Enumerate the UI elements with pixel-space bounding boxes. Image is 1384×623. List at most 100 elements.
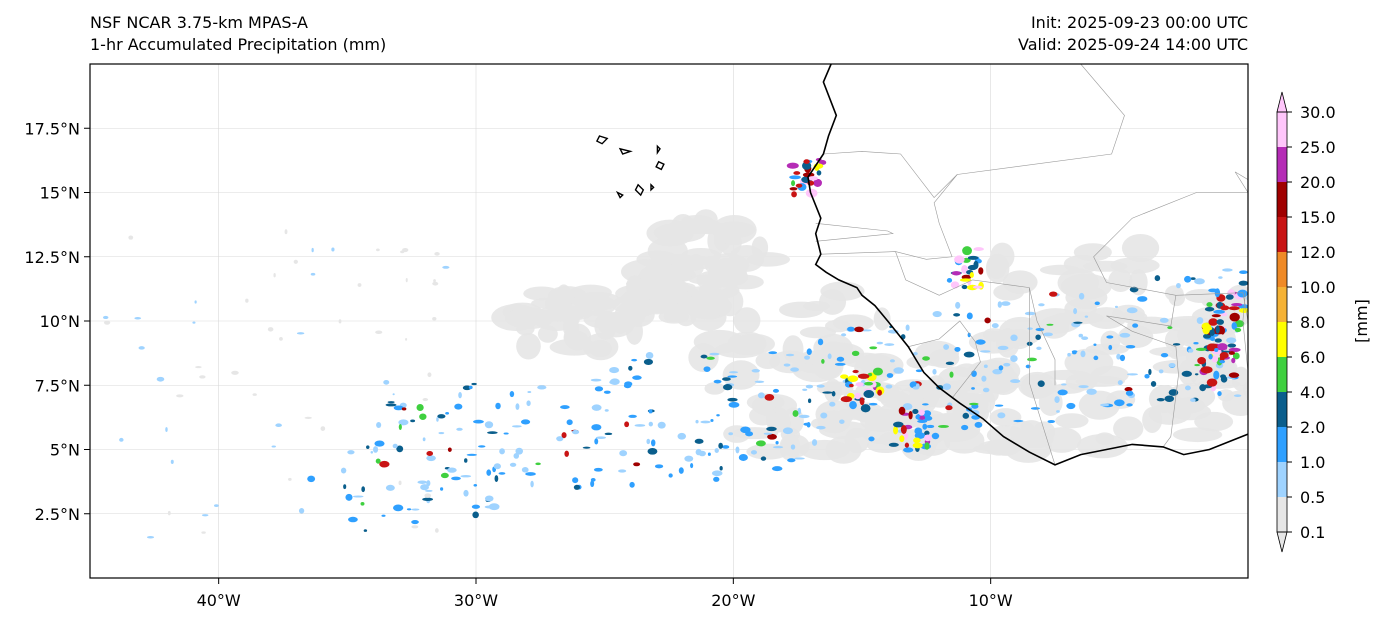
precip-light-cell: [1100, 330, 1121, 352]
colorbar-tick-label: 12.0: [1300, 243, 1336, 262]
precip-core: [924, 442, 930, 450]
precip-core: [1220, 375, 1228, 383]
precip-cell: [868, 436, 875, 442]
precip-drizzle: [201, 514, 209, 517]
precip-cell: [1084, 315, 1089, 318]
precip-light-cell: [662, 273, 682, 302]
precip-drizzle: [411, 525, 419, 529]
precip-cell: [498, 472, 506, 475]
precip-cell: [1190, 398, 1196, 402]
precip-core: [924, 430, 930, 436]
tick-label-lat: 15°N: [40, 184, 80, 203]
precip-drizzle: [293, 259, 298, 264]
init-time: Init: 2025-09-23 00:00 UTC: [1030, 13, 1248, 32]
precip-core: [973, 260, 979, 270]
precip-cell: [1125, 390, 1134, 396]
precip-core: [1234, 320, 1245, 328]
island-cape-verde-sal: [656, 144, 661, 156]
precip-light-cell: [751, 236, 769, 260]
precip-drizzle: [284, 229, 288, 235]
precip-cell: [755, 440, 766, 447]
precip-cell: [603, 390, 611, 394]
precip-cell: [738, 453, 748, 461]
country-border: [820, 64, 1125, 260]
precip-cell: [690, 463, 694, 469]
precip-cell: [618, 469, 627, 473]
precip-cell: [609, 366, 620, 374]
precip-cell: [623, 383, 632, 389]
precip-cell: [884, 343, 895, 346]
precip-cell: [1117, 380, 1123, 386]
precip-core: [950, 281, 960, 289]
precip-cell: [1250, 389, 1260, 393]
precip-cell: [495, 402, 501, 410]
precip-core: [1231, 357, 1236, 364]
precip-cell: [1013, 419, 1024, 423]
colorbar-bin: [1277, 462, 1287, 497]
title-left: NSF NCAR 3.75-km MPAS-A 1-hr Accumulated…: [90, 12, 386, 56]
precip-cell: [426, 455, 436, 462]
precip-core: [1228, 306, 1240, 311]
precip-light-cell: [1041, 427, 1082, 453]
tick-label-lat: 7.5°N: [35, 376, 80, 395]
precip-cell: [464, 458, 468, 463]
precip-core: [1216, 319, 1225, 325]
precip-drizzle: [199, 375, 206, 379]
precip-cell: [775, 441, 779, 445]
precip-cell: [1078, 333, 1084, 338]
precip-core: [786, 162, 799, 169]
precip-cell: [604, 432, 613, 436]
precip-cell: [816, 384, 825, 388]
colorbar-tick-label: 0.5: [1300, 488, 1325, 507]
precip-cell: [932, 310, 942, 318]
precip-cell: [1132, 323, 1139, 328]
precip-cell: [515, 447, 524, 455]
precip-cell: [440, 472, 449, 479]
precip-cell: [954, 346, 961, 352]
precip-light-cell: [1169, 349, 1203, 361]
precip-cell: [466, 453, 478, 456]
precip-drizzle: [422, 398, 429, 402]
precip-cell: [971, 387, 975, 390]
precip-light-cell: [1194, 411, 1234, 432]
island-cape-verde-santo-antao: [595, 135, 609, 145]
precip-drizzle: [320, 426, 326, 431]
precip-cell: [632, 375, 642, 380]
precip-cell: [424, 489, 433, 492]
precip-core: [1200, 366, 1213, 374]
precip-core: [967, 255, 979, 260]
precip-core: [913, 437, 921, 444]
precip-cell: [458, 391, 462, 399]
precip-cell: [440, 487, 444, 491]
precip-cell: [992, 368, 1003, 375]
country-border: [815, 223, 894, 242]
precip-cell: [836, 356, 845, 362]
precip-cell: [1217, 391, 1222, 397]
precip-core: [1208, 353, 1213, 360]
precip-cell: [805, 384, 814, 389]
tick-label-lat: 17.5°N: [24, 119, 80, 138]
colorbar-bin: [1277, 427, 1287, 462]
country-border: [1106, 315, 1179, 448]
precip-core: [854, 392, 861, 400]
precip-cell: [1080, 350, 1086, 358]
precip-cell: [520, 419, 531, 425]
precip-core: [919, 415, 926, 421]
colorbar-extend-min: [1276, 531, 1288, 553]
precip-cell: [1194, 373, 1199, 376]
precip-cell: [1027, 357, 1037, 362]
precip-cell: [750, 450, 758, 455]
precip-core: [1234, 327, 1242, 333]
precip-cell: [802, 388, 808, 392]
precip-cell: [668, 473, 673, 478]
precip-drizzle: [434, 528, 439, 533]
precip-cell: [1106, 335, 1114, 339]
precip-core: [954, 255, 965, 264]
precip-cell: [807, 398, 812, 404]
precip-cell: [486, 469, 492, 476]
precip-drizzle: [311, 247, 314, 253]
precip-cell: [783, 363, 791, 367]
precip-cell: [361, 486, 365, 493]
precip-cell: [387, 401, 395, 404]
precip-cell: [454, 403, 463, 410]
